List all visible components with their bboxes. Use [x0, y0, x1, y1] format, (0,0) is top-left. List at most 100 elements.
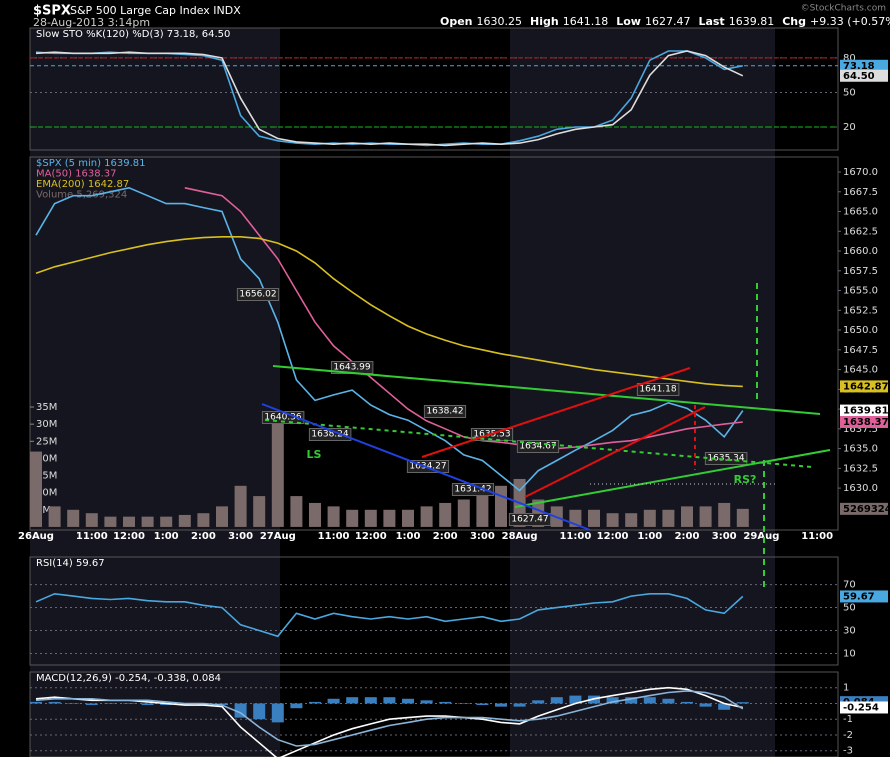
bar [290, 703, 303, 709]
bar [141, 516, 154, 527]
annotation: 1638.42 [426, 407, 463, 417]
x-tick-label: 2:00 [191, 531, 216, 542]
bar [550, 697, 563, 704]
panel-title: MACD(12,26,9) -0.254, -0.338, 0.084 [36, 673, 221, 684]
bar [364, 697, 377, 704]
annotation: 1641.18 [639, 385, 676, 395]
bar [643, 509, 656, 527]
panel-frame [29, 556, 839, 666]
bar [383, 509, 396, 527]
y-tick-label: 1652.5 [843, 305, 878, 316]
y-tick-label: -2 [843, 730, 853, 741]
value-tag [840, 701, 888, 714]
value-tag [840, 69, 888, 82]
x-tick-label: 12:00 [355, 531, 387, 542]
quote-label: Last [698, 15, 724, 28]
bar [513, 703, 526, 707]
bar [699, 703, 712, 707]
x-tick-label: 3:00 [228, 531, 253, 542]
series-line [35, 592, 744, 638]
series-line [35, 186, 744, 492]
y2-tick-label: 20M [36, 453, 57, 464]
y2-tick-label: 35M [36, 402, 57, 413]
bar [290, 496, 303, 527]
annotation: 1643.99 [333, 363, 370, 373]
value-tag-label: 73.18 [843, 61, 875, 72]
bar [30, 451, 42, 527]
quote-value: 1639.81 [729, 15, 775, 28]
y2-tick-label: 15M [36, 471, 57, 482]
credit: ©StockCharts.com [801, 4, 886, 14]
y-tick-label: 1660.0 [843, 246, 878, 257]
y-tick-label: 80 [843, 53, 856, 64]
bar [216, 703, 228, 706]
y-tick-label: 1637.5 [843, 424, 878, 435]
bar [420, 506, 433, 527]
value-tag-label: 1642.87 [843, 381, 889, 392]
bar [48, 506, 61, 527]
quote-label: Open [440, 15, 473, 28]
bar [309, 502, 321, 527]
annotation-box [516, 440, 560, 453]
x-tick-label: 11:00 [801, 531, 833, 542]
annotation-box [423, 405, 467, 418]
x-tick-label: 2:00 [675, 531, 700, 542]
bar [346, 509, 359, 527]
value-tag [840, 415, 888, 428]
bar [588, 509, 600, 527]
annotation-box [451, 483, 495, 496]
symbol: $SPX [33, 4, 71, 19]
x-tick-label: 2:00 [433, 531, 458, 542]
panel-frame [29, 156, 839, 531]
value-tag [840, 59, 888, 72]
trendline [524, 406, 706, 498]
y2-tick-label: 10M [36, 488, 57, 499]
bar [736, 508, 749, 527]
y-tick-label: 50 [843, 603, 856, 614]
value-tag-label: 5269324 [843, 504, 890, 515]
bar [85, 703, 98, 706]
series-line [35, 236, 743, 388]
y2-tick-label: 5M [36, 505, 51, 516]
y-tick-label: 1670.0 [843, 167, 878, 178]
bar [457, 499, 470, 527]
bar [271, 703, 284, 723]
bar [699, 506, 712, 527]
y-tick-label: -3 [843, 746, 853, 757]
panel-frame [29, 671, 839, 757]
day-shade [30, 28, 280, 757]
y-tick-label: 70 [843, 580, 856, 591]
y-tick-label: 1665.0 [843, 207, 878, 218]
value-tag [840, 404, 888, 417]
trendline [272, 365, 821, 415]
annotation-box [236, 288, 280, 301]
x-tick-label: 11:00 [318, 531, 350, 542]
legend-entry: $SPX (5 min) 1639.81 [36, 158, 146, 169]
annotation: 1638.24 [311, 430, 348, 440]
trendline [261, 403, 591, 531]
y-tick-label: 1650.0 [843, 325, 878, 336]
y-tick-label: 1645.0 [843, 365, 878, 376]
panel-frame [29, 27, 839, 151]
bar [662, 509, 675, 527]
bar [402, 509, 414, 527]
bar [234, 485, 247, 527]
bar [48, 701, 61, 704]
series-line [35, 690, 744, 747]
bar [681, 701, 693, 704]
bar [123, 516, 135, 527]
y-tick-label: 1655.0 [843, 286, 878, 297]
bar [364, 509, 377, 527]
quote-label: Low [616, 15, 641, 28]
annotation: 1640.36 [264, 413, 301, 423]
bar [439, 701, 452, 704]
annotation-box [636, 383, 680, 396]
bar [718, 502, 731, 527]
x-tick-label: 27Aug [260, 531, 296, 542]
bar [606, 513, 619, 527]
bar [625, 513, 638, 527]
y-tick-label: 1632.5 [843, 463, 878, 474]
x-tick-label: 28Aug [502, 531, 538, 542]
annotation: 1634.67 [519, 442, 556, 452]
